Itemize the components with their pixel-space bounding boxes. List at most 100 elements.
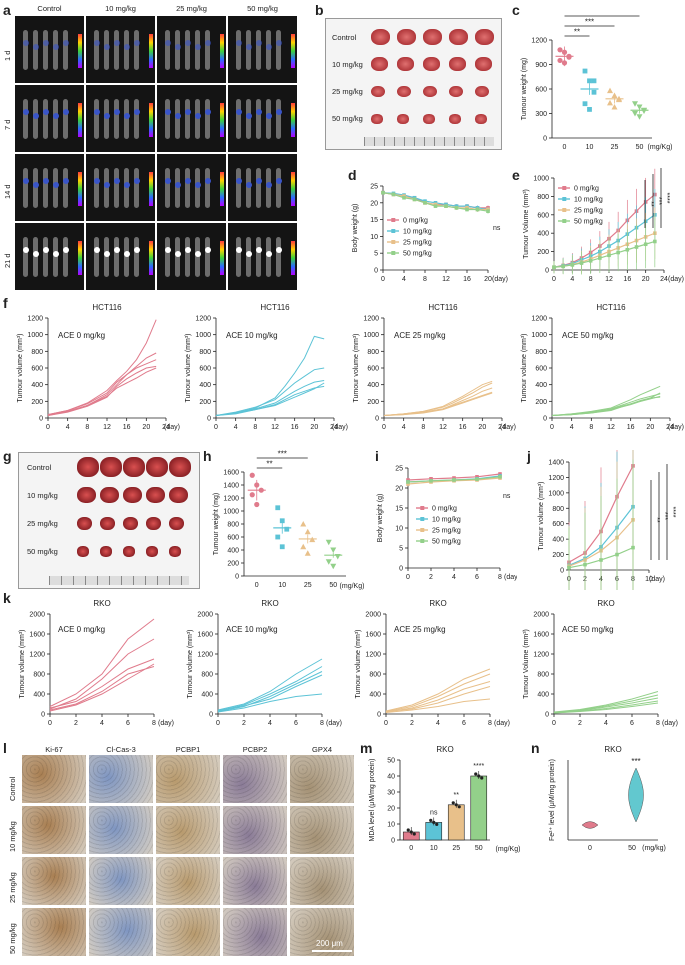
y-tick-label: 400 bbox=[537, 231, 549, 238]
x-axis-label: (day) bbox=[500, 424, 516, 431]
y-tick-label: 20 bbox=[395, 486, 403, 493]
data-point bbox=[552, 265, 556, 270]
ihc-grid-tile bbox=[223, 755, 287, 803]
data-point bbox=[402, 195, 406, 200]
data-point bbox=[279, 518, 285, 524]
axes: 0 5 10 15 20 25 0 2 4 6 8 Body weight (g) (day) bbox=[377, 466, 517, 582]
row-label: 10 mg/kg bbox=[8, 821, 17, 852]
imaging-grid-tile bbox=[86, 85, 155, 152]
legend-marker bbox=[562, 197, 567, 201]
y-tick-label: 1600 bbox=[223, 470, 239, 477]
x-tick-label: 20 bbox=[484, 276, 492, 283]
legend-marker bbox=[562, 208, 567, 212]
x-tick-label: 25 bbox=[304, 582, 312, 589]
legend-label: 50 mg/kg bbox=[432, 539, 461, 546]
x-tick-label: 8 bbox=[421, 424, 425, 431]
imaging-grid-tile bbox=[157, 154, 226, 221]
row-label: 10 mg/kg bbox=[332, 60, 363, 69]
tumour-sample bbox=[123, 486, 142, 504]
data-point bbox=[475, 477, 479, 481]
y-tick-label: 2000 bbox=[365, 612, 381, 619]
series-line bbox=[217, 671, 323, 712]
x-tick-label: 0 bbox=[563, 144, 567, 151]
y-tick-label: 800 bbox=[537, 672, 549, 679]
axes: 0 300 600 900 1200 Tumour weight (mg) (mg/Kg) 0… bbox=[521, 38, 672, 152]
x-tick-label: 10 bbox=[278, 582, 286, 589]
series-line bbox=[215, 382, 325, 416]
chart-h: 0 200 400 600 800 1000 1200 1400 1600 Tumour weig… bbox=[213, 450, 364, 590]
data-point bbox=[567, 565, 571, 570]
annotation: ACE 25 mg/kg bbox=[394, 331, 446, 340]
tumour-sample bbox=[146, 486, 165, 504]
y-tick-label: 1600 bbox=[29, 632, 45, 639]
annotation: ACE 50 mg/kg bbox=[562, 331, 614, 340]
tumour-sample bbox=[169, 546, 181, 557]
y-tick-label: 1200 bbox=[365, 652, 381, 659]
y-tick-label: 600 bbox=[537, 212, 549, 219]
y-tick-label: 1000 bbox=[223, 509, 239, 516]
y-tick-label: 1400 bbox=[223, 483, 239, 490]
data-point bbox=[330, 547, 337, 553]
bar bbox=[470, 775, 488, 841]
x-tick-label: 0 bbox=[382, 424, 386, 431]
legend-label: 25 mg/kg bbox=[403, 240, 432, 247]
y-axis-label: Tumour weight (mg) bbox=[213, 493, 220, 555]
tumour-sample bbox=[397, 85, 411, 98]
tumour-photo-g: Control 10 mg/kg 25 mg/kg 50 mg/kg bbox=[18, 452, 200, 589]
ihc-grid-tile bbox=[290, 806, 354, 854]
data-point bbox=[330, 563, 337, 570]
ruler bbox=[49, 576, 189, 585]
data-point bbox=[433, 204, 438, 208]
x-tick-label: 8 bbox=[423, 276, 427, 283]
tumour-sample bbox=[475, 57, 492, 72]
legend-marker bbox=[420, 517, 425, 521]
data-point bbox=[643, 242, 648, 247]
data-point bbox=[452, 478, 456, 482]
x-tick-label: 16 bbox=[459, 424, 467, 431]
ihc-grid-tile bbox=[89, 908, 153, 956]
y-axis-label: Tumour Volume (mm³) bbox=[523, 629, 530, 699]
x-tick-label: 50 bbox=[636, 144, 644, 151]
x-tick-label: 8 bbox=[253, 424, 257, 431]
legend-label: 10 mg/kg bbox=[432, 517, 461, 524]
x-axis-label: (day) bbox=[668, 276, 684, 283]
ihc-grid-tile bbox=[223, 806, 287, 854]
chart-title: HCT116 bbox=[260, 303, 290, 312]
y-tick-label: 15 bbox=[395, 506, 403, 513]
tumour-sample bbox=[169, 486, 188, 504]
imaging-grid-tile bbox=[86, 16, 155, 83]
y-tick-label: 50 bbox=[387, 758, 395, 765]
y-tick-label: 1000 bbox=[195, 332, 211, 339]
panel-label-d: d bbox=[348, 167, 357, 183]
series-line bbox=[47, 365, 157, 416]
x-tick-label: 8 bbox=[589, 424, 593, 431]
x-tick-label: 20 bbox=[478, 424, 486, 431]
data-point bbox=[451, 801, 455, 805]
x-tick-label: 6 bbox=[630, 720, 634, 727]
panel-label-k: k bbox=[3, 590, 11, 606]
y-tick-label: 0 bbox=[39, 416, 43, 423]
y-tick-label: 200 bbox=[199, 399, 211, 406]
series-line bbox=[49, 638, 155, 710]
data-point bbox=[582, 68, 588, 74]
x-tick-label: 6 bbox=[462, 720, 466, 727]
sig-marker: ** bbox=[653, 517, 660, 523]
x-tick-label: 2 bbox=[578, 720, 582, 727]
data-point bbox=[475, 475, 479, 479]
data-point bbox=[258, 487, 264, 493]
tumour-sample bbox=[123, 457, 145, 477]
data-point bbox=[284, 526, 290, 532]
column-label: 25 mg/kg bbox=[176, 4, 207, 13]
x-tick-label: 50 bbox=[329, 582, 337, 589]
imaging-grid-tile bbox=[157, 85, 226, 152]
x-tick-label: 12 bbox=[442, 276, 450, 283]
panel-label-e: e bbox=[512, 167, 520, 183]
x-tick-label: 0 bbox=[214, 424, 218, 431]
tumour-sample bbox=[371, 29, 390, 46]
imaging-grid-tile bbox=[228, 223, 297, 290]
data-point bbox=[429, 477, 433, 481]
data-point bbox=[480, 776, 484, 780]
column-label: Cl-Cas-3 bbox=[106, 745, 136, 754]
legend-label: 0 mg/kg bbox=[432, 506, 457, 513]
chart-title: RKO bbox=[261, 599, 278, 608]
